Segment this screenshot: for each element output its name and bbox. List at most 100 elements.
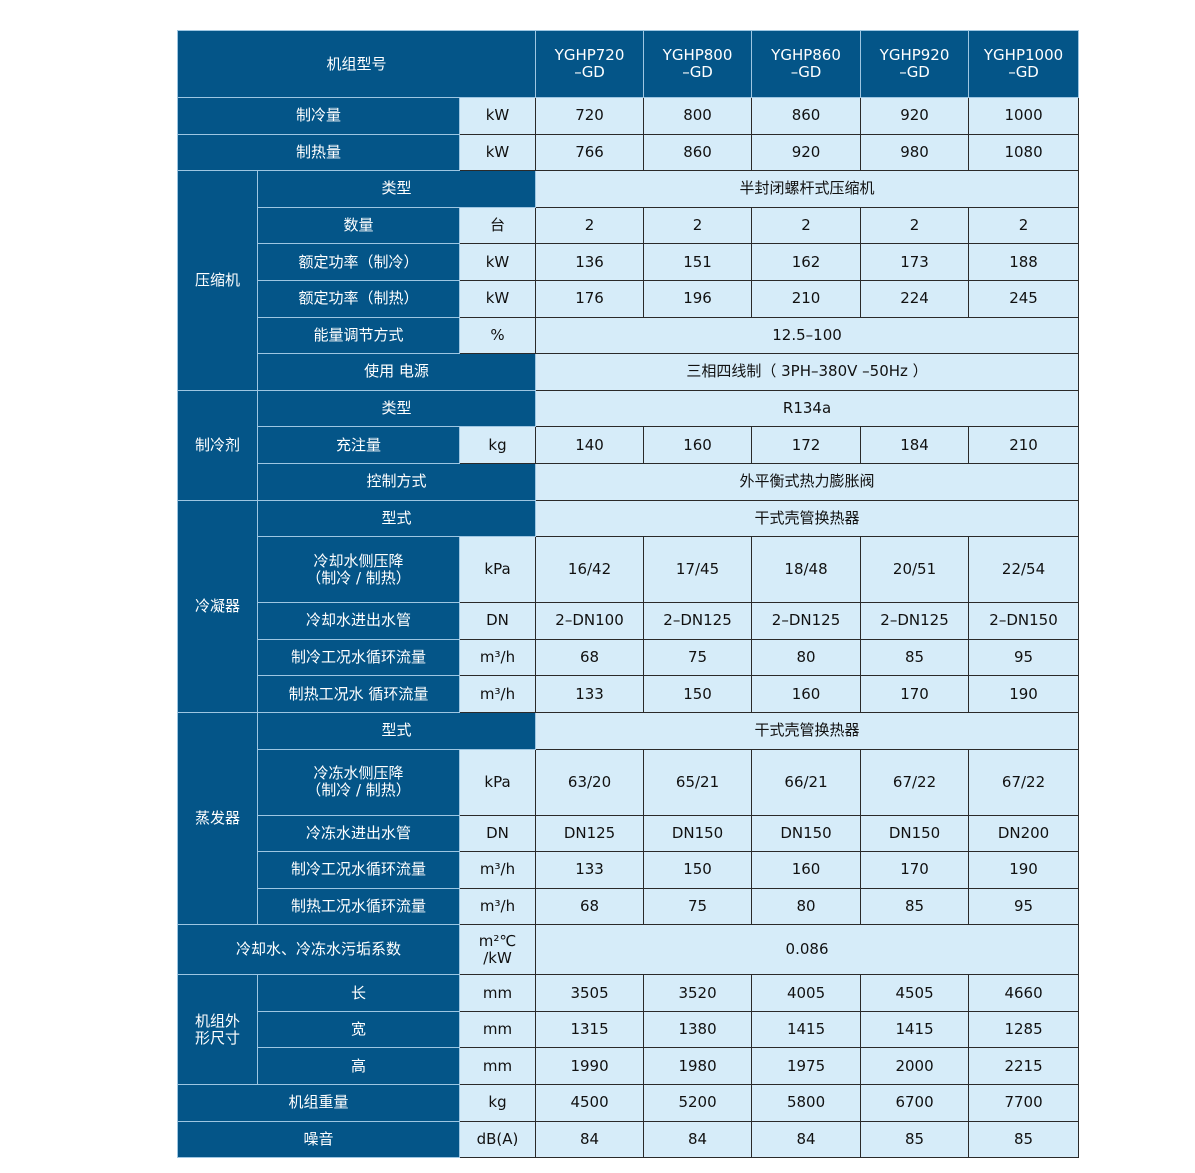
value-cell: 80 [751,887,862,926]
row-label: 冷冻水进出水管 [257,814,460,853]
value-cell: 133 [535,851,645,889]
unit-cell: kg [458,1084,537,1122]
row-label: 制热量 [177,133,460,172]
table-row: 制热量 kW 766 860 920 980 1080 [177,133,1080,172]
row-label: 类型 [256,170,537,208]
value-cell: 5800 [751,1084,862,1122]
value-cell: 85 [968,1120,1080,1159]
row-label: 数量 [257,206,460,245]
value-cell: 133 [535,675,645,713]
value-cell: 190 [968,851,1080,889]
unit-cell: dB(A) [458,1120,537,1159]
value-cell: 85 [860,638,970,677]
value-cell: 2–DN150 [968,602,1080,640]
value-cell: 3505 [535,974,645,1012]
table-row: 压缩机 类型 半封闭螺杆式压缩机 [177,170,1080,391]
row-label: 宽 [257,1010,460,1049]
value-cell: 7700 [968,1084,1080,1122]
value-cell-merged: 三相四线制（ 3PH–380V –50Hz ） [535,353,1080,391]
value-cell: 67/22 [860,748,970,816]
value-cell: 84 [535,1120,645,1159]
value-cell-merged: 12.5–100 [535,316,1080,355]
value-cell: 75 [643,887,753,926]
value-cell: 2 [751,206,862,245]
value-cell: DN200 [968,814,1080,853]
value-cell: 245 [968,279,1080,318]
value-cell: 2 [968,206,1080,245]
table-row: 噪音 dB(A) 84 84 84 85 85 [177,1120,1080,1159]
value-cell: 17/45 [643,536,753,604]
value-cell: 1380 [643,1010,753,1049]
value-cell: 95 [968,638,1080,677]
value-cell: 190 [968,675,1080,713]
unit-cell: 台 [458,206,537,245]
value-cell: 5200 [643,1084,753,1122]
value-cell: 2 [643,206,753,245]
header-label: 机组型号 [176,30,537,98]
row-label: 冷却水侧压降 （制冷 / 制热） [257,536,460,604]
value-cell: DN125 [535,814,645,853]
unit-cell: mm [458,1047,537,1086]
unit-cell: kPa [458,536,537,604]
value-cell: 920 [751,133,862,172]
value-cell: 2–DN125 [643,602,753,640]
table-row: 制冷量 kW 720 800 860 920 1000 [177,97,1080,135]
unit-cell: m²℃ /kW [458,924,537,976]
table-row: 机组重量 kg 4500 5200 5800 6700 7700 [177,1084,1080,1122]
value-cell: 4660 [968,974,1080,1012]
value-cell: 224 [860,279,970,318]
value-cell-merged: 干式壳管换热器 [535,711,1080,750]
value-cell: 920 [860,97,970,135]
value-cell: DN150 [751,814,862,853]
value-cell: 860 [643,133,753,172]
row-label: 冷冻水侧压降 （制冷 / 制热） [257,748,460,816]
value-cell: 75 [643,638,753,677]
row-label: 使用 电源 [256,353,537,391]
row-label: 型式 [256,499,537,538]
unit-cell: kW [458,133,537,172]
header-row: 机组型号 YGHP720 –GD YGHP800 –GD YGHP860 –GD YGH… [176,30,1080,98]
unit-cell: kW [458,97,537,135]
value-cell: 1415 [860,1010,970,1049]
table-row: 制热工况水 循环流量 m³/h 133 150 160 170 190 [178,675,1080,713]
value-cell: 136 [535,243,645,281]
group-label: 机组外 形尺寸 [177,974,258,1086]
value-cell: 95 [968,887,1080,926]
value-cell: 16/42 [535,536,645,604]
unit-cell: % [458,316,537,355]
value-cell: 150 [643,851,753,889]
value-cell: 980 [860,133,970,172]
value-cell: 170 [860,675,970,713]
value-cell: 176 [535,279,645,318]
value-cell: 160 [751,851,862,889]
value-cell: 1285 [968,1010,1080,1049]
value-cell: 720 [535,97,645,135]
value-cell: 20/51 [860,536,970,604]
value-cell: 68 [535,638,645,677]
unit-cell: m³/h [458,851,537,889]
value-cell: 188 [968,243,1080,281]
table-row: 充注量 kg 140 160 172 184 210 [178,426,1080,464]
value-cell: 2215 [968,1047,1080,1086]
table-row: 冷却水侧压降 （制冷 / 制热） kPa 16/42 17/45 18/48 20/51 2… [178,536,1080,604]
row-label: 冷却水、冷冻水污垢系数 [177,924,460,976]
value-cell: 173 [860,243,970,281]
unit-cell: m³/h [458,675,537,713]
unit-cell: DN [458,814,537,853]
table-row: 高 mm 1990 1980 1975 2000 2215 [178,1047,1080,1086]
value-cell: 22/54 [968,536,1080,604]
group-label: 冷凝器 [177,499,258,713]
value-cell: DN150 [860,814,970,853]
value-cell: 184 [860,426,970,464]
row-label: 高 [257,1047,460,1086]
table-row: 宽 mm 1315 1380 1415 1415 1285 [178,1010,1080,1049]
unit-cell: kg [458,426,537,464]
value-cell: 140 [535,426,645,464]
row-label: 充注量 [257,426,460,464]
table-row: 冷却水、冷冻水污垢系数 m²℃ /kW 0.086 [177,924,1080,976]
value-cell: 2–DN125 [860,602,970,640]
table-row: 冷凝器 型式 干式壳管换热器 [177,499,1080,713]
unit-cell: mm [458,974,537,1012]
value-cell: 150 [643,675,753,713]
value-cell: 6700 [860,1084,970,1122]
